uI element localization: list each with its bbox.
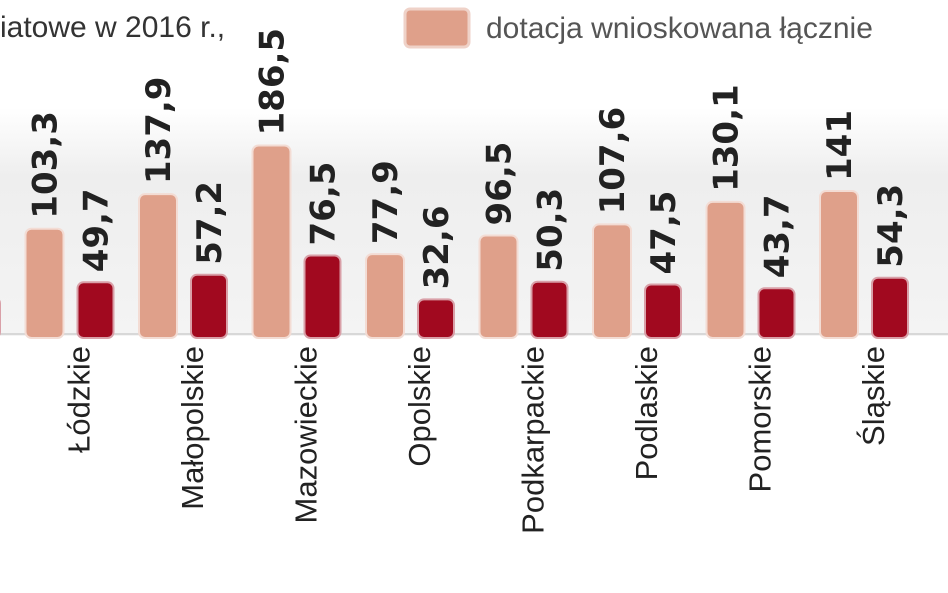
bar-total-2 — [138, 193, 178, 339]
bar-secondary-3 — [303, 254, 342, 339]
value-label-total-2: 137,9 — [139, 77, 179, 185]
bar-secondary-2 — [190, 273, 228, 339]
bar-total-1 — [24, 227, 65, 339]
chart-title: iatowe w 2016 r., — [0, 11, 225, 44]
value-label-total-6: 107,6 — [593, 107, 633, 215]
category-labels: LubuskieŁódzkieMałopolskieMazowieckieOpo… — [62, 346, 892, 534]
value-label-secondary-1: 49,7 — [77, 188, 117, 272]
bar-secondary-7 — [757, 287, 796, 339]
value-label-total-1: 103,3 — [26, 111, 66, 219]
value-label-secondary-4: 32,6 — [417, 206, 457, 290]
bar-total-6 — [592, 223, 632, 339]
value-label-secondary-6: 47,5 — [644, 191, 684, 275]
category-label-4: Opolskie — [402, 346, 437, 467]
value-label-total-3: 186,5 — [253, 28, 293, 136]
bars — [0, 144, 909, 340]
category-label-2: Małopolskie — [175, 346, 210, 510]
bar-secondary-1 — [76, 281, 115, 339]
category-label-7: Pomorskie — [743, 346, 778, 492]
bar-total-4 — [365, 253, 405, 340]
legend-swatch — [403, 7, 471, 49]
category-label-6: Podlaskie — [629, 346, 664, 480]
value-label-secondary-8: 54,3 — [871, 184, 911, 268]
bar-secondary-8 — [871, 276, 909, 340]
bar-total-5 — [478, 234, 519, 339]
value-label-secondary-3: 76,5 — [304, 162, 344, 246]
value-label-total-7: 130,1 — [707, 84, 747, 192]
value-label-secondary-7: 43,7 — [758, 194, 798, 278]
bar-secondary-6 — [644, 283, 682, 339]
category-label-3: Mazowieckie — [289, 346, 324, 523]
category-label-5: Podkarpackie — [516, 346, 551, 534]
bar-secondary-4 — [417, 298, 455, 339]
category-label-1: Łódzkie — [62, 346, 97, 453]
value-label-total-8: 141 — [820, 110, 860, 181]
category-label-8: Śląskie — [855, 346, 891, 446]
value-label-secondary-2: 57,2 — [190, 181, 230, 265]
value-label-secondary-0: 34,6 — [0, 204, 3, 288]
bar-total-8 — [819, 190, 859, 339]
value-labels: 34,6 103,3 49,7 137,9 57,2 186,5 76,5 77,9 32,6 9… — [0, 28, 911, 289]
legend-label: dotacja wnioskowana łącznie — [486, 12, 873, 45]
legend: dotacja wnioskowana łącznie — [403, 7, 873, 49]
bar-secondary-5 — [530, 280, 569, 340]
value-label-total-4: 77,9 — [366, 160, 406, 244]
value-label-secondary-5: 50,3 — [531, 188, 571, 272]
bar-total-7 — [705, 200, 746, 339]
value-label-total-5: 96,5 — [480, 142, 520, 226]
bar-total-3 — [251, 144, 292, 339]
